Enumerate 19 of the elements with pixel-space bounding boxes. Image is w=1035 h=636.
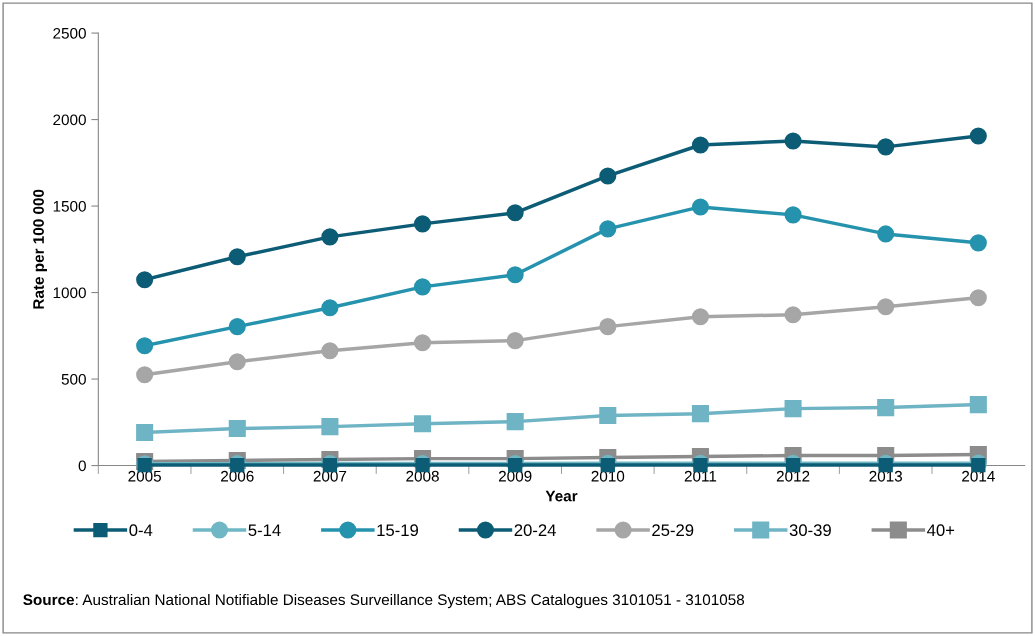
source-note: Source: Australian National Notifiable Diseases Surveillance System; ABS Catalogues 3101051 - 3101058 xyxy=(23,593,745,609)
legend-label: 30-39 xyxy=(789,524,831,537)
legend-label: 5-14 xyxy=(248,524,281,537)
y-tick-label: 1000 xyxy=(53,287,86,299)
legend-label: 25-29 xyxy=(652,524,694,537)
x-tick-label: 2012 xyxy=(776,470,810,482)
legend-label: 20-24 xyxy=(514,524,556,537)
x-tick-label: 2014 xyxy=(962,470,995,482)
legend-label: 15-19 xyxy=(377,524,419,537)
y-tick-label: 0 xyxy=(78,460,86,472)
x-axis-title: Year xyxy=(545,490,578,502)
y-tick-label: 1500 xyxy=(53,200,86,212)
y-tick-label: 2500 xyxy=(53,27,86,39)
legend-label: 40+ xyxy=(927,524,955,537)
y-axis-title: Rate per 100 000 xyxy=(33,189,47,309)
legend-label: 0-4 xyxy=(129,524,153,537)
y-tick-label: 2000 xyxy=(53,114,86,126)
x-tick-label: 2011 xyxy=(684,470,717,482)
y-tick-label: 500 xyxy=(61,373,86,385)
